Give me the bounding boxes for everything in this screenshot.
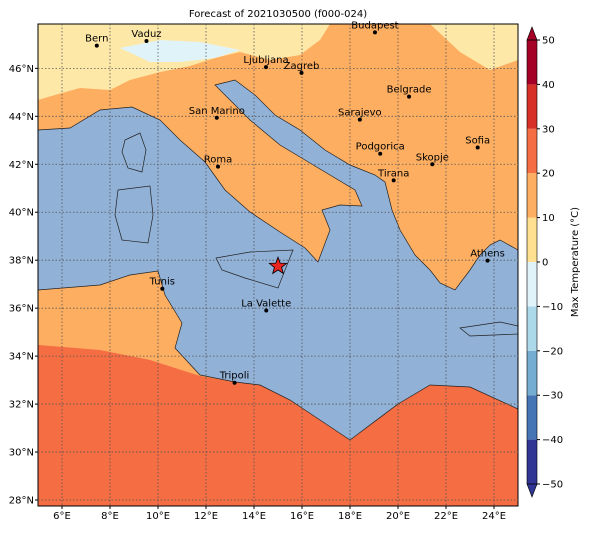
colorbar-band bbox=[527, 84, 537, 129]
colorbar-tick-label: 30 bbox=[542, 124, 555, 135]
city-label: Skopje bbox=[416, 152, 449, 163]
city-label: Bern bbox=[85, 34, 108, 45]
city-label: Tunis bbox=[149, 277, 175, 288]
city-dot bbox=[232, 380, 237, 385]
colorbar-tick-label: 0 bbox=[542, 258, 548, 269]
colorbar-band bbox=[527, 217, 537, 262]
city-label: Athens bbox=[470, 249, 505, 260]
colorbar-band bbox=[527, 395, 537, 440]
x-tick-label: 22°E bbox=[434, 511, 458, 522]
city-label: La Valette bbox=[241, 299, 291, 310]
colorbar-tick-label: −20 bbox=[542, 346, 563, 357]
colorbar-band bbox=[527, 439, 537, 484]
colorbar-tick-label: −50 bbox=[542, 480, 563, 491]
y-tick-label: 32°N bbox=[9, 400, 34, 411]
city-label: Roma bbox=[204, 155, 233, 166]
city-dot bbox=[475, 145, 480, 150]
x-tick-label: 8°E bbox=[101, 511, 119, 522]
city-label: Podgorica bbox=[356, 142, 405, 153]
city-dot bbox=[407, 94, 412, 99]
city-dot bbox=[144, 39, 149, 44]
colorbar-band bbox=[527, 128, 537, 174]
city-dot bbox=[378, 151, 383, 156]
y-tick-label: 38°N bbox=[9, 256, 34, 267]
y-tick-label: 30°N bbox=[9, 448, 34, 459]
colorbar-band bbox=[527, 306, 537, 351]
city-label: Ljubljana bbox=[243, 55, 288, 66]
colorbar-extend-top bbox=[526, 26, 538, 41]
colorbar-band bbox=[527, 173, 537, 218]
x-tick-label: 14°E bbox=[242, 511, 266, 522]
city-dot bbox=[485, 258, 490, 263]
colorbar-band bbox=[527, 262, 537, 307]
city-label: Zagreb bbox=[284, 61, 320, 72]
y-tick-label: 36°N bbox=[9, 304, 34, 315]
city-label: Belgrade bbox=[387, 85, 432, 96]
colorbar-band bbox=[527, 350, 537, 396]
city-label: San Marino bbox=[189, 106, 245, 117]
city-dot bbox=[160, 286, 165, 291]
map-title: Forecast of 2021030500 (f000-024) bbox=[189, 9, 367, 20]
colorbar-tick-label: 40 bbox=[542, 80, 555, 91]
colorbar-tick-label: 50 bbox=[542, 36, 555, 47]
city-label: Sofia bbox=[465, 135, 490, 146]
city-dot bbox=[357, 117, 362, 122]
x-tick-label: 24°E bbox=[482, 511, 506, 522]
x-tick-label: 20°E bbox=[386, 511, 410, 522]
y-tick-label: 44°N bbox=[9, 112, 34, 123]
y-tick-label: 42°N bbox=[9, 160, 34, 171]
x-tick-label: 16°E bbox=[290, 511, 314, 522]
city-dot bbox=[372, 30, 377, 35]
y-tick-label: 46°N bbox=[9, 64, 34, 75]
city-label: Budapest bbox=[351, 20, 398, 31]
plot-frame bbox=[37, 23, 519, 507]
city-label: Tirana bbox=[377, 168, 409, 179]
city-dot bbox=[94, 43, 99, 48]
y-tick-label: 28°N bbox=[9, 496, 34, 507]
colorbar-tick-label: 10 bbox=[542, 213, 555, 224]
city-dot bbox=[391, 178, 396, 183]
x-tick-label: 12°E bbox=[194, 511, 218, 522]
x-tick-label: 18°E bbox=[338, 511, 362, 522]
y-tick-label: 40°N bbox=[9, 208, 34, 219]
colorbar-tick-label: −30 bbox=[542, 391, 563, 402]
city-label: Vaduz bbox=[131, 29, 161, 40]
colorbar-label: Max Temperature (°C) bbox=[570, 207, 581, 317]
city-dot bbox=[264, 308, 269, 313]
y-tick-label: 34°N bbox=[9, 352, 34, 363]
city-label: Tripoli bbox=[219, 371, 250, 382]
city-label: Sarajevo bbox=[338, 108, 382, 119]
city-dot bbox=[214, 115, 219, 120]
x-tick-label: 6°E bbox=[53, 511, 71, 522]
location-star bbox=[268, 256, 288, 275]
colorbar-tick-label: 20 bbox=[542, 169, 555, 180]
colorbar-tick-label: −40 bbox=[542, 435, 563, 446]
city-dot bbox=[216, 164, 220, 169]
city-dot bbox=[299, 70, 304, 75]
city-dot bbox=[264, 65, 268, 70]
colorbar-band bbox=[527, 40, 537, 85]
colorbar-tick-label: −10 bbox=[542, 302, 563, 313]
colorbar-extend-bottom bbox=[526, 483, 538, 498]
x-tick-label: 10°E bbox=[146, 511, 170, 522]
city-dot bbox=[430, 162, 435, 167]
